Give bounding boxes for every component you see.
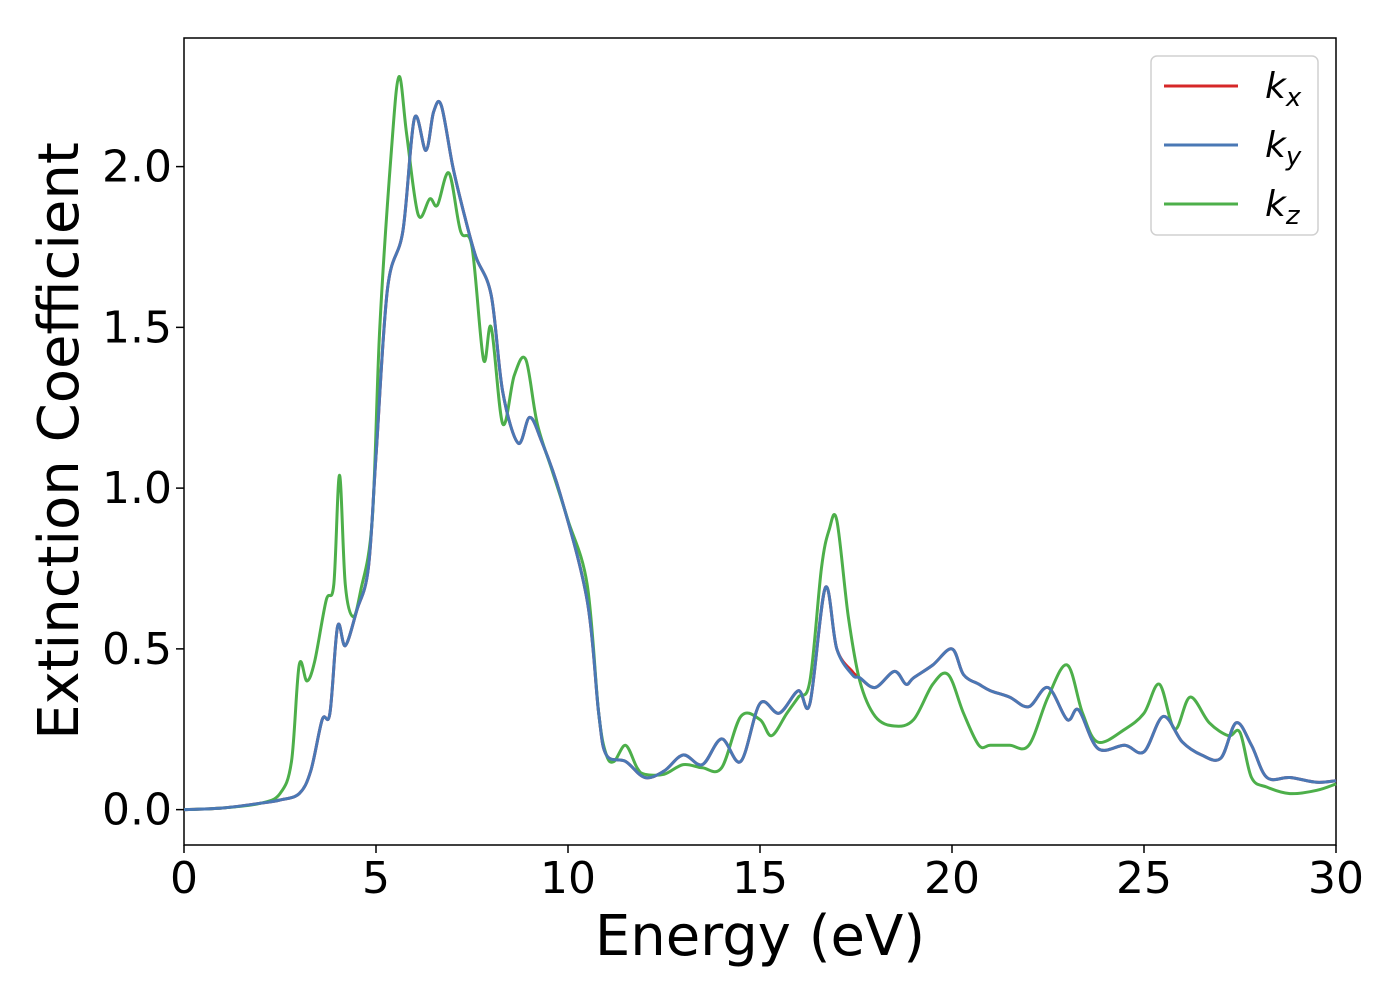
- x-tick-label: 5: [362, 853, 390, 904]
- y-tick-label: 0.5: [102, 624, 172, 675]
- x-tick-label: 30: [1308, 853, 1364, 904]
- legend-label-subscript: y: [1285, 142, 1302, 172]
- y-tick-label: 0.0: [102, 785, 172, 836]
- y-axis: 0.0 0.5 1.0 1.5 2.0: [102, 142, 184, 836]
- x-tick-label: 0: [170, 853, 198, 904]
- legend-label-subscript: x: [1285, 83, 1302, 113]
- y-tick-label: 1.0: [102, 463, 172, 514]
- x-tick-label: 25: [1116, 853, 1172, 904]
- y-tick-label: 1.5: [102, 302, 172, 353]
- x-tick-label: 10: [540, 853, 596, 904]
- y-axis-label: Extinction Coefficient: [27, 142, 92, 740]
- x-axis: 0 5 10 15 20 25 30: [170, 845, 1364, 904]
- x-tick-label: 20: [924, 853, 980, 904]
- x-axis-label: Energy (eV): [595, 904, 925, 969]
- x-tick-label: 15: [732, 853, 788, 904]
- series-line-kz: [183, 75, 1337, 812]
- legend-label-subscript: z: [1285, 201, 1301, 231]
- series-line-ky: [183, 100, 1337, 812]
- series-group: [183, 75, 1337, 812]
- y-tick-label: 2.0: [102, 142, 172, 193]
